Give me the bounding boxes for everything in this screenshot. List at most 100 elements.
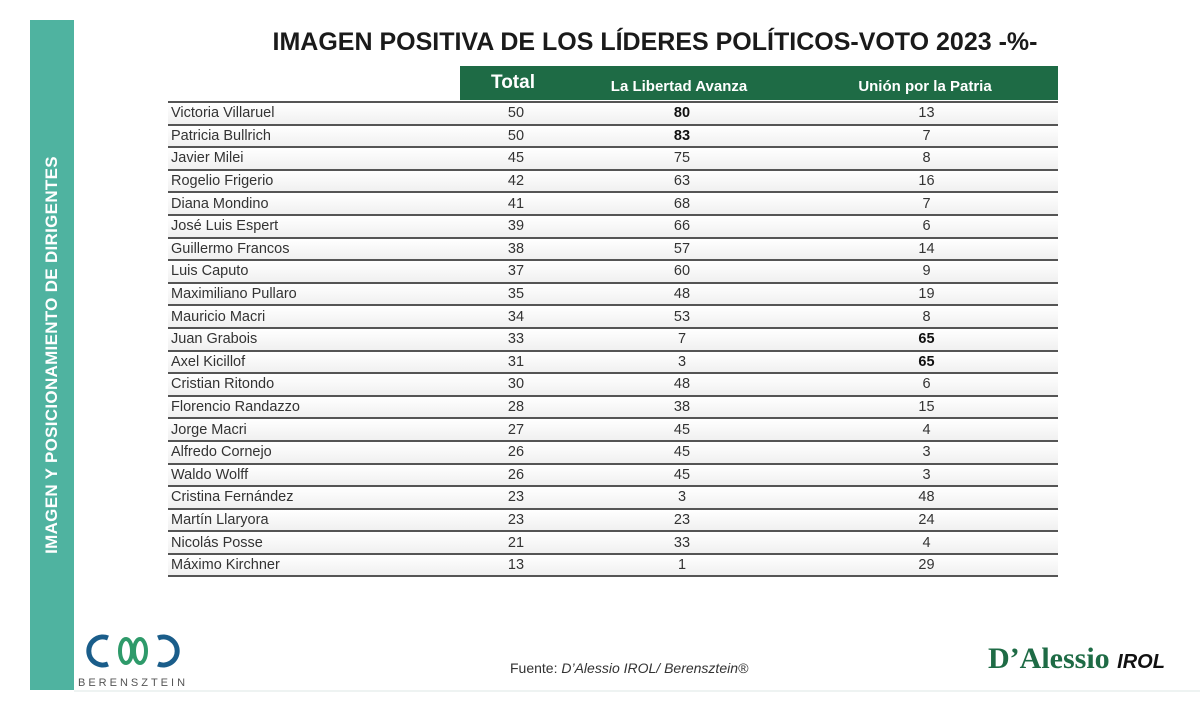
leader-name: Luis Caputo <box>168 260 463 284</box>
total-value: 45 <box>463 147 569 171</box>
table-row: Juan Grabois 33 7 65 <box>168 327 1058 352</box>
table-row: Axel Kicillof 31 3 65 <box>168 350 1058 375</box>
lla-value: 33 <box>569 531 795 555</box>
berensztein-logo: BERENSZTEIN <box>78 632 208 689</box>
table-row: Waldo Wolff 26 45 3 <box>168 463 1058 488</box>
source-note: Fuente: D’Alessio IROL/ Berensztein® <box>510 660 748 676</box>
uxp-value: 4 <box>795 531 1058 555</box>
total-value: 26 <box>463 463 569 488</box>
leader-name: Martín Llaryora <box>168 508 463 533</box>
source-text: D’Alessio IROL/ Berensztein® <box>561 660 749 676</box>
total-value: 38 <box>463 237 569 262</box>
uxp-value: 4 <box>795 418 1058 442</box>
table-row: Florencio Randazzo 28 38 15 <box>168 395 1058 420</box>
lla-value: 53 <box>569 305 795 329</box>
table-row: Mauricio Macri 34 53 8 <box>168 305 1058 329</box>
lla-value: 45 <box>569 463 795 488</box>
lla-value: 68 <box>569 192 795 216</box>
total-value: 21 <box>463 531 569 555</box>
data-table: Victoria Villaruel 50 80 13 Patricia Bullric… <box>168 101 1058 578</box>
leader-name: Jorge Macri <box>168 418 463 442</box>
leader-name: Mauricio Macri <box>168 305 463 329</box>
table-row: Patricia Bullrich 50 83 7 <box>168 124 1058 149</box>
uxp-value: 9 <box>795 260 1058 284</box>
table-row: Luis Caputo 37 60 9 <box>168 260 1058 284</box>
table-row: Nicolás Posse 21 33 4 <box>168 531 1058 555</box>
leader-name: Juan Grabois <box>168 327 463 352</box>
table-row: Cristian Ritondo 30 48 6 <box>168 373 1058 397</box>
table-row: Victoria Villaruel 50 80 13 <box>168 101 1058 126</box>
uxp-value: 15 <box>795 395 1058 420</box>
sidebar-band: IMAGEN Y POSICIONAMIENTO DE DIRIGENTES <box>30 20 74 690</box>
leader-name: Victoria Villaruel <box>168 101 463 126</box>
uxp-value: 8 <box>795 147 1058 171</box>
leader-name: Axel Kicillof <box>168 350 463 375</box>
total-value: 33 <box>463 327 569 352</box>
lla-value: 1 <box>569 553 795 578</box>
total-value: 31 <box>463 350 569 375</box>
col-lla: La Libertad Avanza <box>610 78 748 95</box>
uxp-value: 3 <box>795 440 1058 465</box>
table-row: Martín Llaryora 23 23 24 <box>168 508 1058 533</box>
lla-value: 80 <box>569 101 795 126</box>
total-value: 23 <box>463 508 569 533</box>
table-row: Máximo Kirchner 13 1 29 <box>168 553 1058 578</box>
uxp-value: 6 <box>795 373 1058 397</box>
lla-value: 23 <box>569 508 795 533</box>
uxp-value: 65 <box>795 327 1058 352</box>
leader-name: Guillermo Francos <box>168 237 463 262</box>
total-value: 50 <box>463 101 569 126</box>
lla-value: 7 <box>569 327 795 352</box>
leader-name: José Luis Espert <box>168 214 463 239</box>
table-row: José Luis Espert 39 66 6 <box>168 214 1058 239</box>
lla-value: 48 <box>569 373 795 397</box>
leader-name: Waldo Wolff <box>168 463 463 488</box>
uxp-value: 7 <box>795 192 1058 216</box>
total-value: 34 <box>463 305 569 329</box>
leader-name: Nicolás Posse <box>168 531 463 555</box>
lla-value: 3 <box>569 350 795 375</box>
uxp-value: 48 <box>795 486 1058 510</box>
total-value: 23 <box>463 486 569 510</box>
uxp-value: 8 <box>795 305 1058 329</box>
uxp-value: 14 <box>795 237 1058 262</box>
uxp-value: 13 <box>795 101 1058 126</box>
leader-name: Cristina Fernández <box>168 486 463 510</box>
table-row: Diana Mondino 41 68 7 <box>168 192 1058 216</box>
total-value: 28 <box>463 395 569 420</box>
lla-value: 75 <box>569 147 795 171</box>
uxp-value: 24 <box>795 508 1058 533</box>
berensztein-logo-icon <box>86 634 180 668</box>
leader-name: Maximiliano Pullaro <box>168 282 463 307</box>
total-value: 50 <box>463 124 569 149</box>
total-value: 13 <box>463 553 569 578</box>
uxp-value: 19 <box>795 282 1058 307</box>
uxp-value: 65 <box>795 350 1058 375</box>
table-header: Total La Libertad Avanza Unión por la Pa… <box>460 66 1058 100</box>
lla-value: 83 <box>569 124 795 149</box>
table-row: Rogelio Frigerio 42 63 16 <box>168 169 1058 194</box>
lla-value: 66 <box>569 214 795 239</box>
sidebar-label: IMAGEN Y POSICIONAMIENTO DE DIRIGENTES <box>42 156 61 554</box>
table-row: Maximiliano Pullaro 35 48 19 <box>168 282 1058 307</box>
total-value: 41 <box>463 192 569 216</box>
berensztein-wordmark: BERENSZTEIN <box>78 677 189 689</box>
lla-value: 60 <box>569 260 795 284</box>
leader-name: Javier Milei <box>168 147 463 171</box>
lla-value: 3 <box>569 486 795 510</box>
table-row: Javier Milei 45 75 8 <box>168 147 1058 171</box>
total-value: 26 <box>463 440 569 465</box>
uxp-value: 6 <box>795 214 1058 239</box>
table-row: Alfredo Cornejo 26 45 3 <box>168 440 1058 465</box>
lla-value: 63 <box>569 169 795 194</box>
total-value: 27 <box>463 418 569 442</box>
lla-value: 45 <box>569 440 795 465</box>
lla-value: 48 <box>569 282 795 307</box>
dalessio-wordmark: D’Alessio <box>988 642 1110 675</box>
leader-name: Máximo Kirchner <box>168 553 463 578</box>
irol-wordmark: IROL <box>1117 651 1165 673</box>
lla-value: 45 <box>569 418 795 442</box>
uxp-value: 3 <box>795 463 1058 488</box>
col-uxp: Unión por la Patria <box>858 78 992 95</box>
uxp-value: 16 <box>795 169 1058 194</box>
